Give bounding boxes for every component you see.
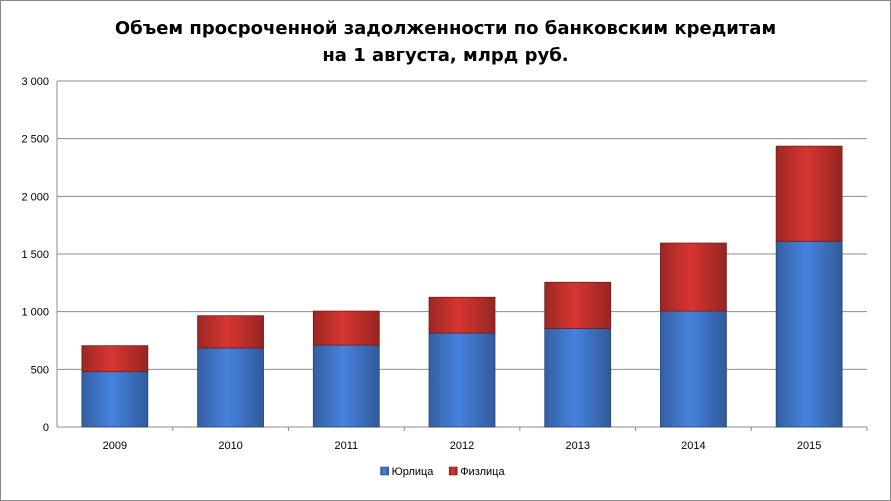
y-tick-label: 2 500 [21, 134, 49, 146]
x-tick-label: 2012 [450, 440, 474, 452]
chart-title: Объем просроченной задолженности по банк… [1, 15, 890, 69]
y-tick-label: 1 000 [21, 307, 49, 319]
legend-label-2: Физлица [460, 466, 505, 478]
bar-физлица-2011 [312, 310, 380, 346]
y-tick-label: 500 [31, 364, 49, 376]
legend-swatch-1 [380, 466, 389, 476]
x-tick-label: 2014 [681, 440, 705, 452]
legend-label-1: Юрлица [392, 466, 435, 478]
bar-физлица-2014 [660, 242, 727, 312]
bar-физлица-2009 [81, 345, 149, 373]
chart-title-line-1: Объем просроченной задолженности по банк… [114, 18, 777, 39]
bar-физлица-2015 [775, 145, 843, 242]
y-tick-label: 1 500 [21, 249, 49, 261]
y-tick-label: 3 000 [21, 76, 49, 88]
bar-физлица-2013 [544, 281, 612, 329]
bar-юрлица-2014 [660, 310, 727, 428]
y-tick-label: 0 [43, 422, 49, 434]
y-tick-label: 2 000 [21, 191, 49, 203]
bar-юрлица-2012 [428, 332, 496, 428]
bar-юрлица-2009 [81, 371, 149, 428]
bar-юрлица-2013 [544, 327, 612, 428]
bar-юрлица-2010 [197, 347, 264, 428]
chart-title-line-2: на 1 августа, млрд руб. [322, 45, 569, 66]
legend-swatch-2 [448, 466, 458, 476]
x-tick-label: 2011 [334, 440, 358, 452]
bar-юрлица-2015 [775, 240, 843, 428]
x-tick-label: 2010 [218, 440, 242, 452]
x-tick-label: 2015 [797, 440, 821, 452]
bar-физлица-2010 [197, 315, 264, 349]
x-tick-label: 2009 [103, 440, 127, 452]
bar-физлица-2012 [428, 296, 496, 334]
x-tick-label: 2013 [565, 440, 589, 452]
bar-юрлица-2011 [312, 344, 380, 428]
